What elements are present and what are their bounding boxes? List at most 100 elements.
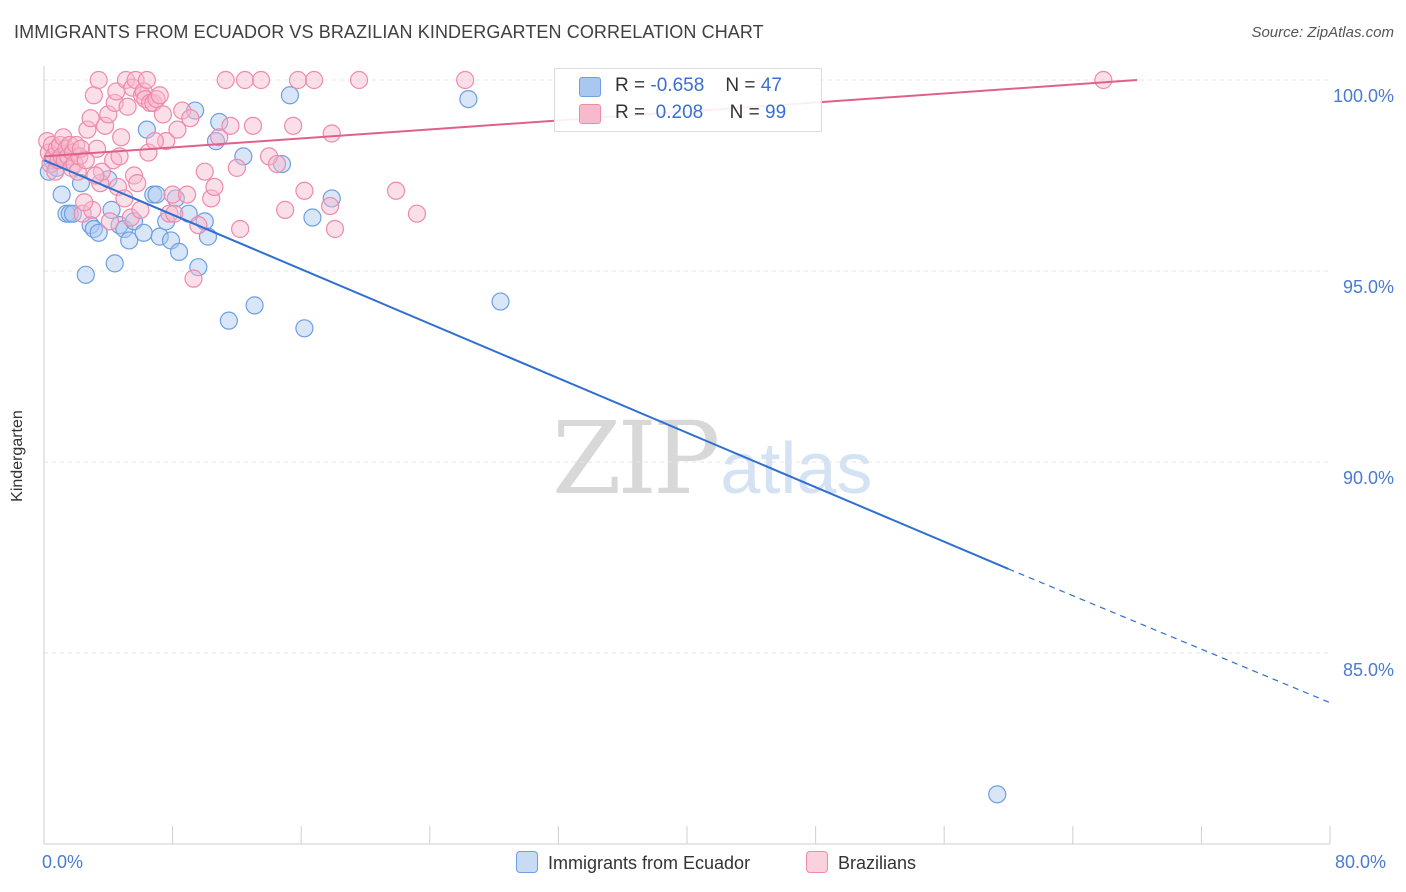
brazilians-point [221,116,240,135]
ecuador-point [234,147,253,166]
brazilians-point [304,70,324,90]
brazilians-point [128,174,147,193]
brazilians-point [76,151,95,170]
y-tick-label-95: 95.0% [1342,277,1394,297]
ecuador-point [89,223,108,242]
brazilians-point [321,196,340,216]
ecuador-point [52,185,71,204]
brazilians-point [153,105,173,124]
ecuador-point [147,185,166,204]
brazilians-point [145,132,165,151]
brazilians-point [322,124,341,143]
legend-swatch-pink [579,104,601,124]
r-label: R = [615,75,646,96]
source-credit: Source: ZipAtlas.com [1251,24,1394,41]
brazilians-point [73,204,92,223]
brazilians-point [75,193,94,212]
legend-swatch-ecuador [516,851,538,873]
legend-swatch-blue [579,77,601,97]
brazilians-point [386,181,406,200]
brazilians-point [456,70,475,90]
y-tick-label-85: 85.0% [1342,660,1394,680]
ecuador-point [169,242,189,261]
legend-item-ecuador[interactable]: Immigrants from Ecuador [516,851,750,874]
brazilians-point [202,189,221,208]
ecuador-point [63,204,83,223]
brazilians-point [116,70,136,90]
n-value-ecuador: 47 [760,75,782,96]
legend-item-brazilians[interactable]: Brazilians [806,851,916,874]
brazilians-point [95,116,115,135]
n-value-brazilians: 99 [765,102,787,123]
brazilians-point [137,70,156,90]
brazilians-point [407,204,427,223]
brazilians-point [231,219,250,239]
ecuador-point [76,265,95,284]
r-value-ecuador: -0.658 [650,75,705,96]
ecuador-point [295,319,314,338]
ecuador-point [303,208,322,227]
brazilians-point [276,200,295,219]
ecuador-point [280,86,300,105]
brazilians-point [100,212,120,231]
ecuador-point [988,785,1007,804]
correlation-legend: R = -0.658 N = 47 R = 0.208 N = 99 [554,68,822,132]
brazilians-point [177,185,197,204]
brazilians-point [243,116,263,135]
brazilians-point [121,208,140,227]
brazilians-point [118,97,137,116]
legend-label-brazilians: Brazilians [838,853,917,873]
ecuador-trend-line [43,159,1009,570]
ecuador-point [322,189,341,208]
brazilians-point [210,128,229,147]
ecuador-point [115,219,134,239]
legend-swatch-brazilians [806,851,828,873]
ecuador-point [189,258,208,277]
ecuador-point [105,254,124,273]
brazilians-point [184,269,203,288]
y-tick-label-90: 90.0% [1342,468,1394,488]
brazilians-point [267,154,287,174]
brazilians-point [251,70,271,90]
ecuador-point [210,112,229,132]
brazilians-point [78,120,97,139]
brazilians-point [227,158,246,177]
brazilians-point [163,185,182,204]
brazilians-point [89,70,108,90]
ecuador-point [491,292,510,311]
brazilians-point [284,116,303,135]
ecuador-point [134,223,153,242]
brazilians-point [216,70,235,90]
brazilians-point [195,162,214,181]
y-tick-label-100: 100.0% [1332,86,1394,106]
ecuador-point [245,296,264,315]
x-tick-label-max: 80.0% [1335,852,1387,872]
n-label: N = [729,102,760,123]
y-axis-label: Kindergarten [9,410,26,502]
brazilians-point [84,86,103,105]
brazilians-point [205,177,224,197]
ecuador-point [219,311,238,330]
brazilians-point [112,128,131,147]
brazilians-point [81,109,100,128]
ecuador-trend-extension [1008,568,1331,704]
brazilians-point [349,70,369,90]
brazilians-point [181,109,200,128]
n-label: N = [725,75,756,96]
brazilians-point [150,86,169,105]
ecuador-point [459,89,478,109]
ecuador-point [102,200,121,219]
ecuador-point [150,227,169,246]
brazilians-point [235,70,255,90]
brazilians-point [168,120,187,139]
brazilians-point [288,70,308,90]
brazilians-point [325,219,345,239]
r-value-brazilians: 0.208 [655,102,704,123]
brazilians-point [295,181,314,200]
x-tick-label-min: 0.0% [42,852,84,872]
r-label: R = [615,102,646,123]
brazilians-point [99,105,118,124]
brazilians-point [1094,70,1113,90]
ecuador-point [120,231,139,250]
